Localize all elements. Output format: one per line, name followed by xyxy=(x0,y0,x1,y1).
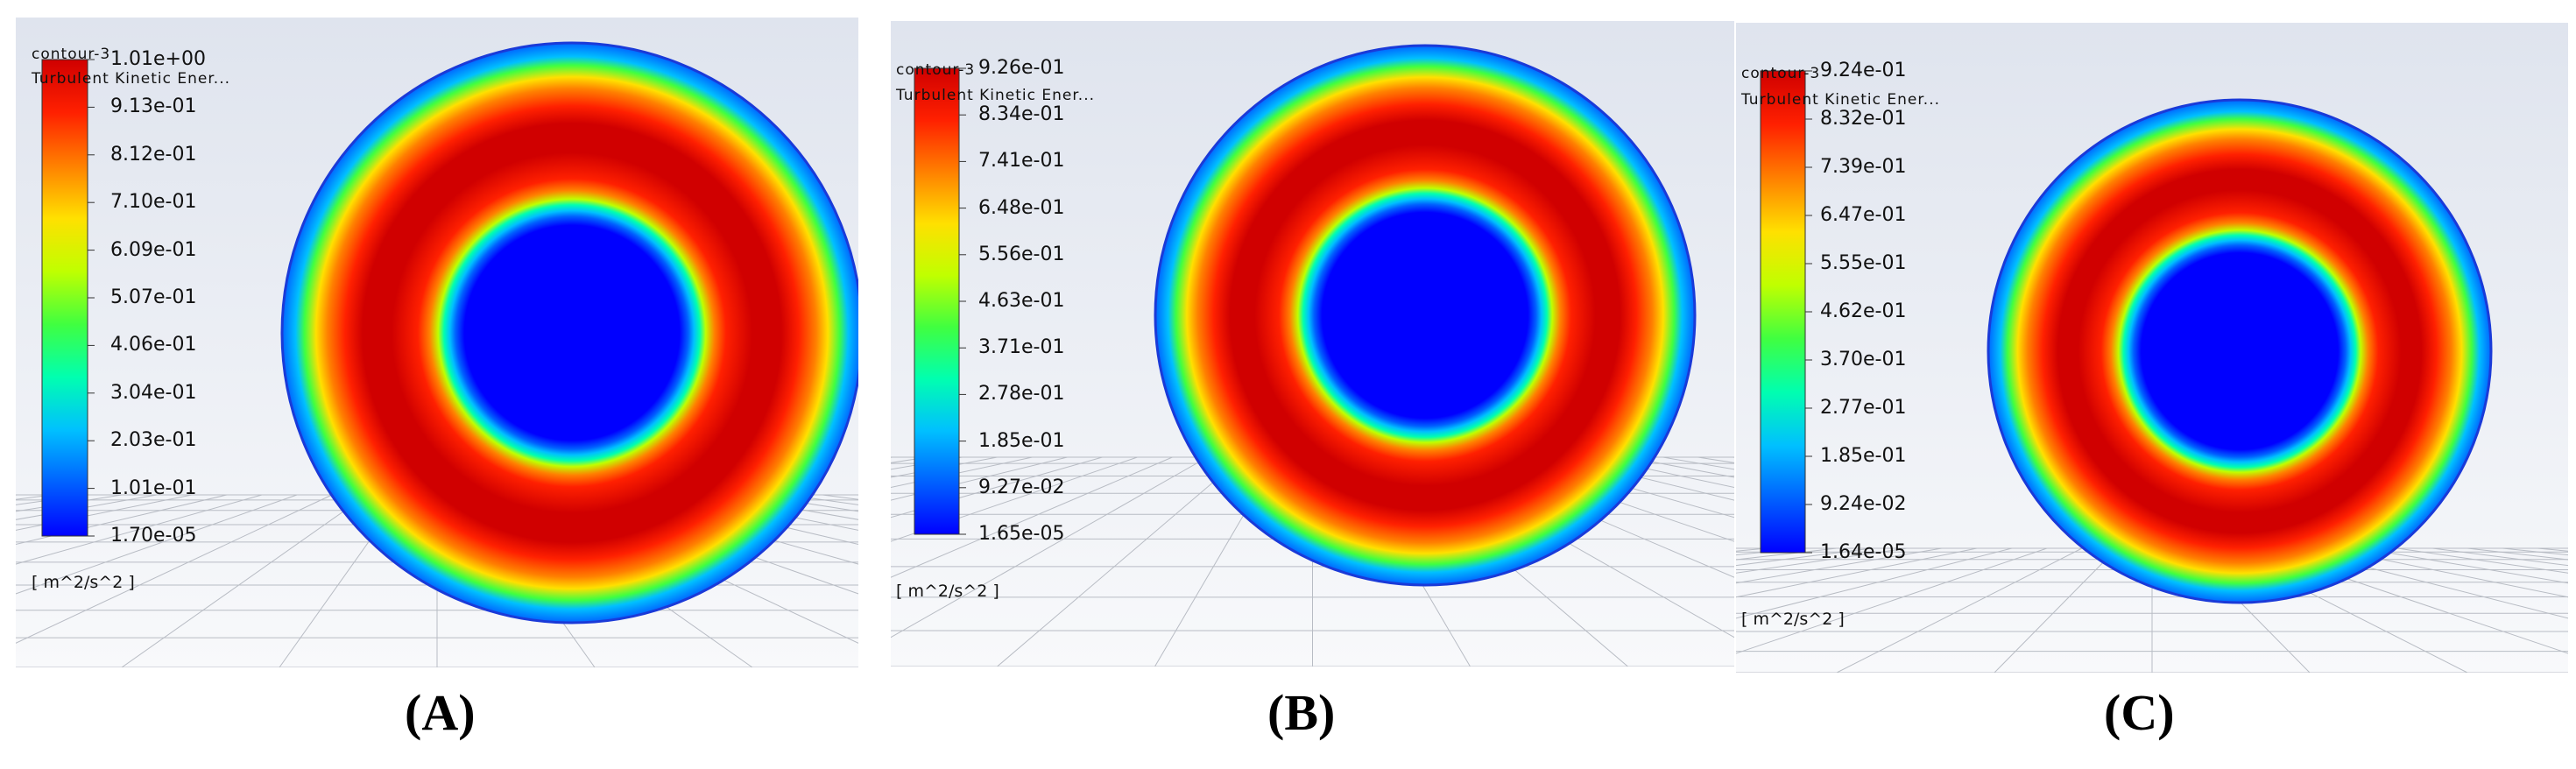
panel-a-variable-name: Turbulent Kinetic Ener... xyxy=(32,70,231,88)
panel-a: contour-3 Turbulent Kinetic Ener... [ m^… xyxy=(16,18,858,667)
panel-a-tick-label: 1.01e+00 xyxy=(110,48,206,70)
caption-a: (A) xyxy=(405,684,476,741)
panel-c-scene xyxy=(1736,23,2568,673)
panel-a-disk-rim xyxy=(280,41,858,624)
panel-b-units: [ m^2/s^2 ] xyxy=(896,582,999,601)
panel-c-tick-label: 1.85e-01 xyxy=(1820,445,1907,467)
panel-a-contour-disk xyxy=(281,42,858,624)
caption-b: (B) xyxy=(1267,684,1336,741)
panel-b-tick-label: 3.71e-01 xyxy=(978,336,1065,359)
caption-c: (C) xyxy=(2104,684,2175,741)
panel-b-contour-disk xyxy=(1154,45,1696,586)
panel-c-tick-label: 4.62e-01 xyxy=(1820,300,1907,322)
panel-b-tick-label: 2.78e-01 xyxy=(978,383,1065,406)
panel-b-tick-label: 6.48e-01 xyxy=(978,196,1065,219)
panel-c-tick-label: 6.47e-01 xyxy=(1820,204,1907,226)
panel-b: contour-3 Turbulent Kinetic Ener... [ m^… xyxy=(891,21,1734,667)
panel-b-tick-label: 1.65e-05 xyxy=(978,523,1065,545)
panel-c-colorbar xyxy=(1760,70,1806,554)
panel-c-tick-label: 1.64e-05 xyxy=(1820,541,1907,563)
panel-a-tick-label: 1.01e-01 xyxy=(110,476,197,499)
panel-a-tick-label: 1.70e-05 xyxy=(110,525,197,547)
panel-c-tick-label: 3.70e-01 xyxy=(1820,349,1907,370)
panel-c-tick-label: 9.24e-02 xyxy=(1820,493,1907,515)
panel-a-units: [ m^2/s^2 ] xyxy=(32,573,135,592)
panel-b-scene xyxy=(891,21,1734,667)
panel-b-colorbar xyxy=(914,67,960,535)
panel-c-tick-label: 2.77e-01 xyxy=(1820,397,1907,419)
panel-a-tick-label: 4.06e-01 xyxy=(110,334,197,356)
panel-a-tick-label: 3.04e-01 xyxy=(110,381,197,404)
panel-b-tick-label: 4.63e-01 xyxy=(978,290,1065,312)
panel-b-tick-label: 7.41e-01 xyxy=(978,150,1065,173)
panel-a-tick-label: 8.12e-01 xyxy=(110,143,197,166)
panel-c-tick-label: 7.39e-01 xyxy=(1820,156,1907,178)
panel-b-disk-rim xyxy=(1154,44,1697,587)
panel-c: contour-3 Turbulent Kinetic Ener... [ m^… xyxy=(1736,23,2568,673)
panel-a-tick-label: 7.10e-01 xyxy=(110,191,197,214)
panel-a-tick-label: 5.07e-01 xyxy=(110,286,197,308)
panel-c-units: [ m^2/s^2 ] xyxy=(1741,610,1845,629)
panel-b-tick-label: 9.26e-01 xyxy=(978,57,1065,79)
panel-b-variable-name: Turbulent Kinetic Ener... xyxy=(896,87,1096,104)
panel-c-tick-label: 5.55e-01 xyxy=(1820,252,1907,274)
panel-c-variable-name: Turbulent Kinetic Ener... xyxy=(1741,91,1941,109)
panel-b-tick-label: 1.85e-01 xyxy=(978,429,1065,452)
panel-a-tick-label: 9.13e-01 xyxy=(110,95,197,118)
panel-c-tick-label: 9.24e-01 xyxy=(1820,60,1907,81)
panel-a-contour-name: contour-3 xyxy=(32,46,111,63)
panel-b-contour-name: contour-3 xyxy=(896,61,976,79)
panel-a-scene xyxy=(16,18,858,667)
panel-b-tick-label: 9.27e-02 xyxy=(978,476,1065,498)
panel-c-disk-rim xyxy=(1987,98,2493,604)
panel-b-tick-label: 8.34e-01 xyxy=(978,103,1065,126)
panel-c-contour-name: contour-3 xyxy=(1741,65,1821,82)
panel-a-tick-label: 6.09e-01 xyxy=(110,238,197,261)
panel-b-tick-label: 5.56e-01 xyxy=(978,243,1065,265)
panel-c-tick-label: 8.32e-01 xyxy=(1820,108,1907,130)
panel-c-contour-disk xyxy=(1987,99,2492,603)
panel-a-tick-label: 2.03e-01 xyxy=(110,429,197,452)
panel-a-colorbar xyxy=(41,59,88,537)
